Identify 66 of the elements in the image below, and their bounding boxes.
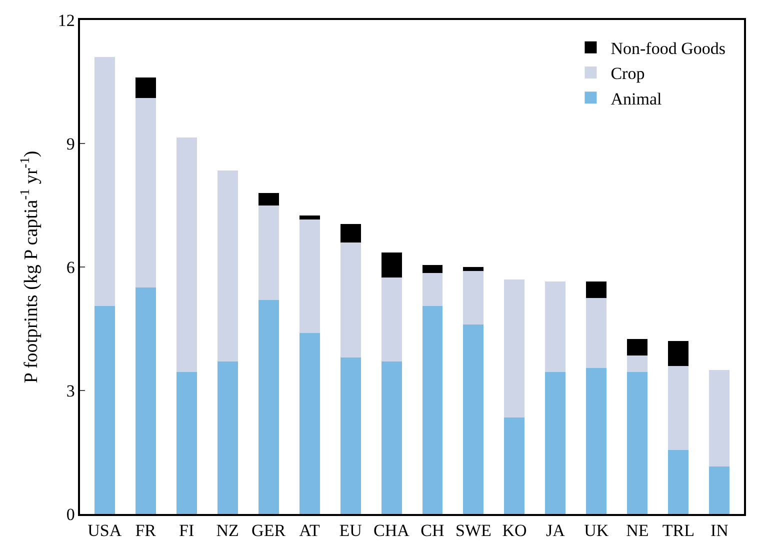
bar [463, 267, 484, 272]
x-tick-label: KO [502, 521, 527, 540]
bar [422, 306, 443, 514]
x-tick-label: GER [252, 521, 286, 540]
bar [627, 356, 648, 372]
legend-label: Animal [610, 89, 662, 108]
bar [422, 273, 443, 306]
bar [709, 370, 730, 467]
legend-label: Non-food Goods [610, 39, 726, 58]
bar [217, 362, 238, 514]
x-tick-label: FR [135, 521, 157, 540]
bar [340, 358, 361, 514]
x-tick-label: NZ [216, 521, 239, 540]
bar [217, 170, 238, 362]
bar [504, 279, 525, 418]
bar [299, 216, 320, 220]
bar [422, 264, 443, 274]
bar [340, 242, 361, 358]
bar [463, 324, 484, 514]
bar [504, 417, 525, 514]
bar [258, 205, 279, 300]
bar [340, 224, 361, 242]
x-tick-label: CHA [374, 521, 410, 540]
bar [586, 298, 607, 368]
x-tick-label: JA [546, 521, 566, 540]
bar [258, 192, 279, 206]
y-tick-label: 9 [66, 134, 75, 154]
bar [668, 366, 689, 450]
bar [463, 271, 484, 325]
bar [545, 372, 566, 514]
bar [135, 98, 156, 288]
x-tick-label: IN [710, 521, 728, 540]
bar [299, 332, 320, 514]
bar [381, 277, 402, 362]
bar [627, 372, 648, 514]
y-tick-label: 6 [66, 258, 75, 277]
bar [709, 466, 730, 514]
bar [668, 341, 689, 366]
y-tick-label: 3 [66, 381, 75, 400]
bar [176, 372, 197, 514]
bar [586, 368, 607, 514]
x-tick-label: CH [420, 521, 444, 540]
bar [299, 220, 320, 333]
bar [381, 252, 402, 278]
x-tick-label: TRL [662, 521, 694, 540]
x-tick-label: UK [584, 521, 610, 540]
x-tick-label: EU [339, 521, 362, 540]
bar [668, 450, 689, 514]
x-tick-label: AT [299, 521, 321, 540]
y-tick-label: 0 [66, 504, 75, 524]
bar [258, 300, 279, 514]
bar [381, 362, 402, 514]
bar [545, 281, 566, 372]
bar [176, 137, 197, 372]
bar [94, 57, 115, 306]
x-tick-label: NE [626, 521, 649, 540]
x-tick-label: FI [179, 521, 194, 540]
bar [627, 339, 648, 356]
bar [135, 78, 156, 98]
legend-label: Crop [610, 64, 645, 84]
x-tick-label: USA [88, 521, 122, 540]
bar [586, 281, 607, 298]
x-tick-label: SWE [456, 521, 492, 540]
bar [135, 288, 156, 514]
y-tick-label: 12 [58, 10, 75, 30]
bar [94, 306, 115, 514]
